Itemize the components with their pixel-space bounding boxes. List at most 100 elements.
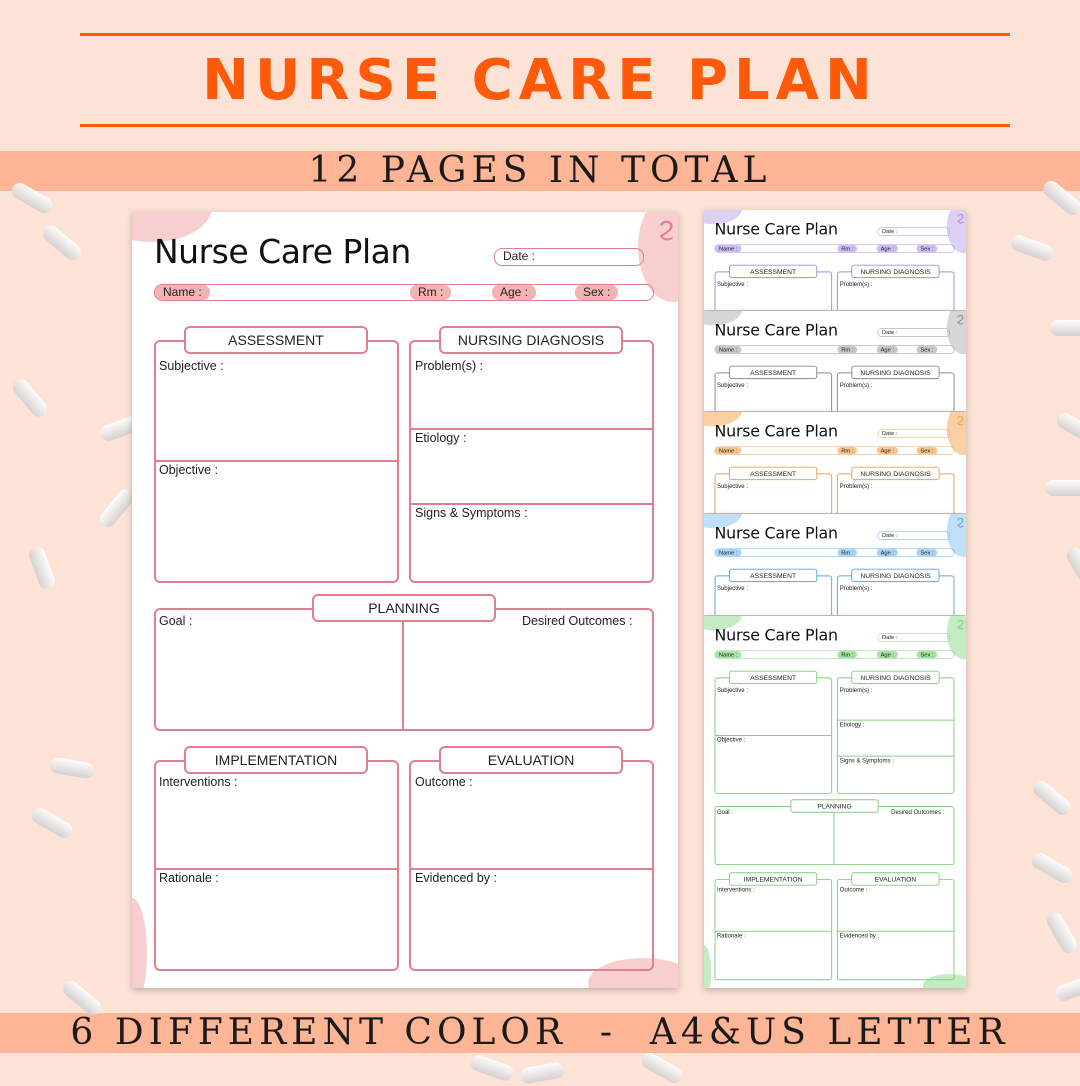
care-plan-page-orange-frame: ϩ Nurse Care Plan Date : Name : Rm : Age : Sex… — [704, 412, 966, 513]
assessment-header: ASSESSMENT — [728, 264, 818, 279]
sex-label: Sex : — [575, 285, 619, 300]
implementation-box — [154, 760, 399, 971]
patient-info-row: Name : Rm : Age : Sex : — [714, 446, 955, 455]
problems-label: Problem(s) : — [839, 584, 873, 592]
blob-decoration — [946, 311, 966, 355]
capsule-decoration — [9, 376, 51, 420]
blob-decoration — [946, 514, 966, 558]
nursing-diagnosis-box — [409, 340, 654, 583]
date-field: Date : — [494, 248, 644, 266]
capsule-decoration — [1044, 909, 1080, 957]
evaluation-header: EVALUATION — [439, 746, 623, 774]
swirl-decoration: ϩ — [956, 514, 965, 529]
divider — [154, 460, 399, 462]
plan-title: Nurse Care Plan — [154, 232, 411, 271]
divider — [409, 428, 654, 430]
patient-info-row: Name : Rm : Age : Sex : — [714, 345, 955, 354]
problems-label: Problem(s) : — [839, 381, 873, 389]
nursing-diagnosis-header: NURSING DIAGNOSIS — [851, 365, 940, 380]
date-label: Date : — [503, 249, 536, 263]
evidenced-by-label: Evidenced by : — [415, 871, 497, 885]
swirl-decoration: ϩ — [956, 210, 965, 225]
blob-decoration — [132, 898, 147, 988]
care-plan-page-green: ϩ Nurse Care Plan Date : Name : Rm : Age : Sex… — [704, 616, 966, 988]
assessment-header: ASSESSMENT — [728, 568, 818, 583]
care-plan-page-blue-frame: ϩ Nurse Care Plan Date : Name : Rm : Age : Sex… — [704, 514, 966, 615]
capsule-decoration — [28, 805, 76, 841]
evaluation-header: EVALUATION — [851, 872, 940, 886]
care-plan-page-orange: ϩ Nurse Care Plan Date : Name : Rm : Age : Sex… — [704, 412, 966, 513]
divider — [836, 930, 955, 932]
date-field: Date : — [877, 227, 950, 236]
objective-label: Objective : — [159, 463, 219, 477]
date-field: Date : — [877, 328, 950, 337]
patient-info-row: Name : Rm : Age : Sex : — [714, 650, 955, 659]
age-label: Age : — [876, 245, 898, 253]
goal-label: Goal : — [159, 614, 193, 628]
date-label: Date : — [882, 227, 898, 235]
divider — [714, 735, 833, 736]
goal-label: Goal : — [716, 808, 733, 816]
age-label: Age : — [876, 346, 898, 354]
name-label: Name : — [715, 447, 742, 455]
signs-symptoms-label: Signs & Symptoms : — [415, 506, 528, 520]
care-plan-page-purple-frame: ϩ Nurse Care Plan Date : Name : Rm : Age : Sex… — [704, 210, 966, 310]
subjective-label: Subjective : — [716, 482, 748, 490]
divider — [836, 719, 955, 721]
sex-label: Sex : — [916, 651, 938, 659]
swirl-decoration: ϩ — [658, 212, 674, 242]
swirl-decoration: ϩ — [956, 311, 965, 326]
sex-label: Sex : — [916, 447, 938, 455]
divider — [833, 806, 835, 866]
care-plan-page-gray: ϩ Nurse Care Plan Date : Name : Rm : Age : Sex… — [704, 311, 966, 411]
patient-info-row: Name : Rm : Age : Sex : — [154, 284, 654, 301]
etiology-label: Etiology : — [415, 431, 467, 445]
implementation-header: IMPLEMENTATION — [728, 872, 818, 886]
plan-title: Nurse Care Plan — [714, 523, 838, 543]
name-label: Name : — [715, 245, 742, 253]
blob-decoration — [946, 412, 966, 456]
interventions-label: Interventions : — [159, 775, 238, 789]
sex-label: Sex : — [916, 346, 938, 354]
sex-label: Sex : — [916, 549, 938, 557]
divider — [409, 868, 654, 870]
subjective-label: Subjective : — [716, 584, 748, 592]
rm-label: Rm : — [410, 285, 452, 300]
capsule-decoration — [48, 756, 96, 780]
etiology-label: Etiology : — [839, 721, 865, 728]
outcome-label: Outcome : — [839, 886, 868, 893]
blob-decoration — [946, 616, 966, 660]
age-label: Age : — [876, 549, 898, 557]
rationale-label: Rationale : — [159, 871, 219, 885]
rationale-label: Rationale : — [716, 932, 746, 939]
blob-decoration — [922, 973, 966, 988]
plan-title: Nurse Care Plan — [714, 219, 838, 239]
capsule-decoration — [638, 1050, 686, 1086]
problems-label: Problem(s) : — [415, 359, 484, 373]
assessment-header: ASSESSMENT — [728, 365, 818, 380]
capsule-decoration — [40, 222, 84, 264]
problems-label: Problem(s) : — [839, 686, 873, 694]
plan-title: Nurse Care Plan — [714, 625, 838, 645]
patient-info-row: Name : Rm : Age : Sex : — [714, 244, 955, 253]
capsule-decoration — [1045, 480, 1080, 496]
evaluation-box — [836, 878, 955, 981]
date-label: Date : — [882, 633, 898, 641]
blob-decoration — [704, 945, 712, 988]
capsule-decoration — [1008, 232, 1056, 264]
rm-label: Rm : — [837, 245, 858, 253]
nursing-diagnosis-header: NURSING DIAGNOSIS — [439, 326, 623, 354]
subjective-label: Subjective : — [716, 686, 748, 694]
desired-outcomes-label: Desired Outcomes : — [891, 808, 945, 816]
problems-label: Problem(s) : — [839, 482, 873, 490]
planning-header: PLANNING — [790, 799, 879, 813]
outcome-label: Outcome : — [415, 775, 473, 789]
planning-header: PLANNING — [312, 594, 496, 622]
subjective-label: Subjective : — [716, 280, 748, 288]
signs-symptoms-label: Signs & Symptoms : — [839, 757, 894, 764]
age-label: Age : — [876, 651, 898, 659]
capsule-decoration — [1053, 410, 1080, 446]
rm-label: Rm : — [837, 447, 858, 455]
capsule-decoration — [1028, 850, 1076, 886]
date-field: Date : — [877, 429, 950, 438]
